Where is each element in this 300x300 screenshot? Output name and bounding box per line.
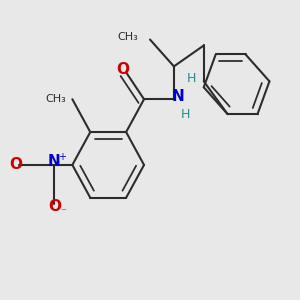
Text: +: +: [58, 152, 66, 163]
Text: N: N: [172, 89, 185, 104]
Text: H: H: [187, 72, 196, 85]
Text: H: H: [181, 108, 190, 121]
Text: CH₃: CH₃: [46, 94, 66, 104]
Text: O: O: [9, 158, 22, 172]
Text: CH₃: CH₃: [117, 32, 138, 41]
Text: O: O: [117, 62, 130, 77]
Text: N: N: [48, 154, 61, 169]
Text: O: O: [48, 199, 61, 214]
Text: ⁻: ⁻: [61, 208, 66, 218]
